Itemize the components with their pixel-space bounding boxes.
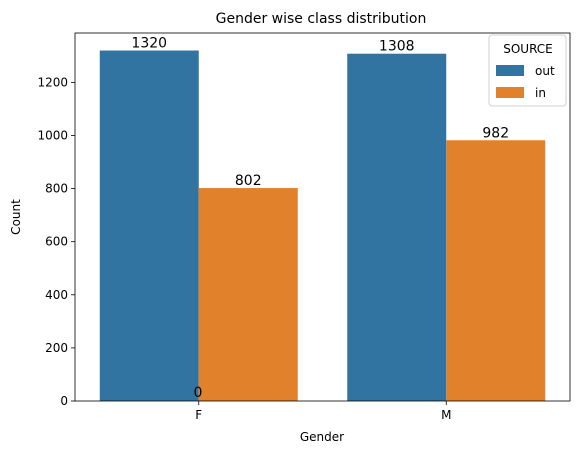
bar-out-M (347, 54, 446, 401)
y-tick-label: 800 (45, 182, 68, 196)
bar-in-M (446, 140, 545, 401)
y-tick-label: 0 (60, 394, 68, 408)
zero-label: 0 (194, 385, 203, 401)
data-label-in-F: 802 (235, 173, 262, 189)
legend-title: SOURCE (503, 42, 553, 56)
y-tick-label: 600 (45, 235, 68, 249)
y-tick-label: 1200 (37, 75, 68, 89)
legend-swatch-out (496, 65, 524, 76)
chart-title: Gender wise class distribution (216, 11, 427, 27)
legend-swatch-in (496, 87, 524, 98)
x-tick-label: F (195, 408, 202, 422)
data-label-out-F: 1320 (131, 36, 167, 52)
y-tick-label: 400 (45, 288, 68, 302)
legend-label-out: out (535, 64, 555, 78)
legend-label-in: in (535, 86, 546, 100)
x-tick-label: M (441, 408, 451, 422)
bar-in-F (199, 188, 298, 401)
x-axis-label: Gender (300, 430, 344, 444)
bars (100, 51, 546, 401)
y-axis: 0 200 400 600 800 1000 1200 (37, 75, 75, 408)
y-tick-label: 200 (45, 341, 68, 355)
y-axis-label: Count (9, 199, 23, 235)
y-tick-label: 1000 (37, 128, 68, 142)
bar-out-F (100, 51, 199, 401)
data-label-out-M: 1308 (379, 39, 415, 55)
legend: SOURCE out in (489, 35, 566, 106)
data-label-in-M: 982 (482, 125, 509, 141)
